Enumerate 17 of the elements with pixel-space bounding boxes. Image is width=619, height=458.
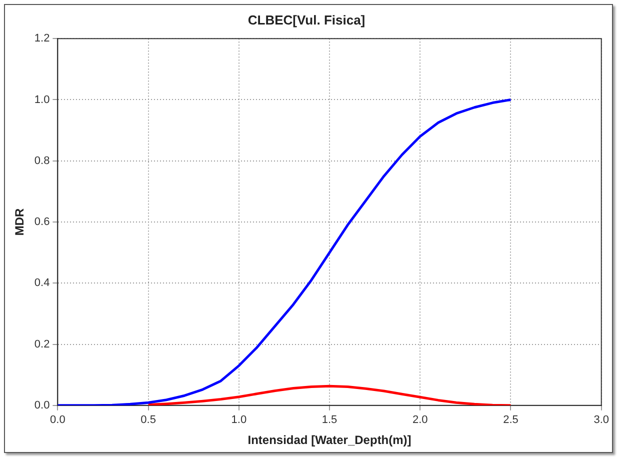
y-tick-label: 0.8 [34,154,50,167]
y-tick-label: 0.4 [34,277,50,290]
x-tick-label: 3.0 [594,414,610,426]
y-tick-label: 0.0 [34,399,50,412]
x-tick-label: 0.0 [50,414,66,426]
x-tick-label: 2.0 [412,414,428,426]
y-tick-label: 1.0 [34,94,50,106]
y-tick-label: 0.6 [34,216,50,228]
y-tick-label: 1.2 [34,32,50,45]
x-tick-label: 1.5 [322,414,338,426]
x-tick-label: 2.5 [503,414,518,426]
x-tick-label: 0.5 [140,414,156,426]
y-tick-label: 0.2 [34,338,50,350]
chart-title: CLBEC[Vul. Fisica] [248,12,366,28]
x-axis-title: Intensidad [Water_Depth(m)] [248,433,412,448]
x-tick-label: 1.0 [231,414,247,426]
y-axis-title: MDR [12,208,27,236]
